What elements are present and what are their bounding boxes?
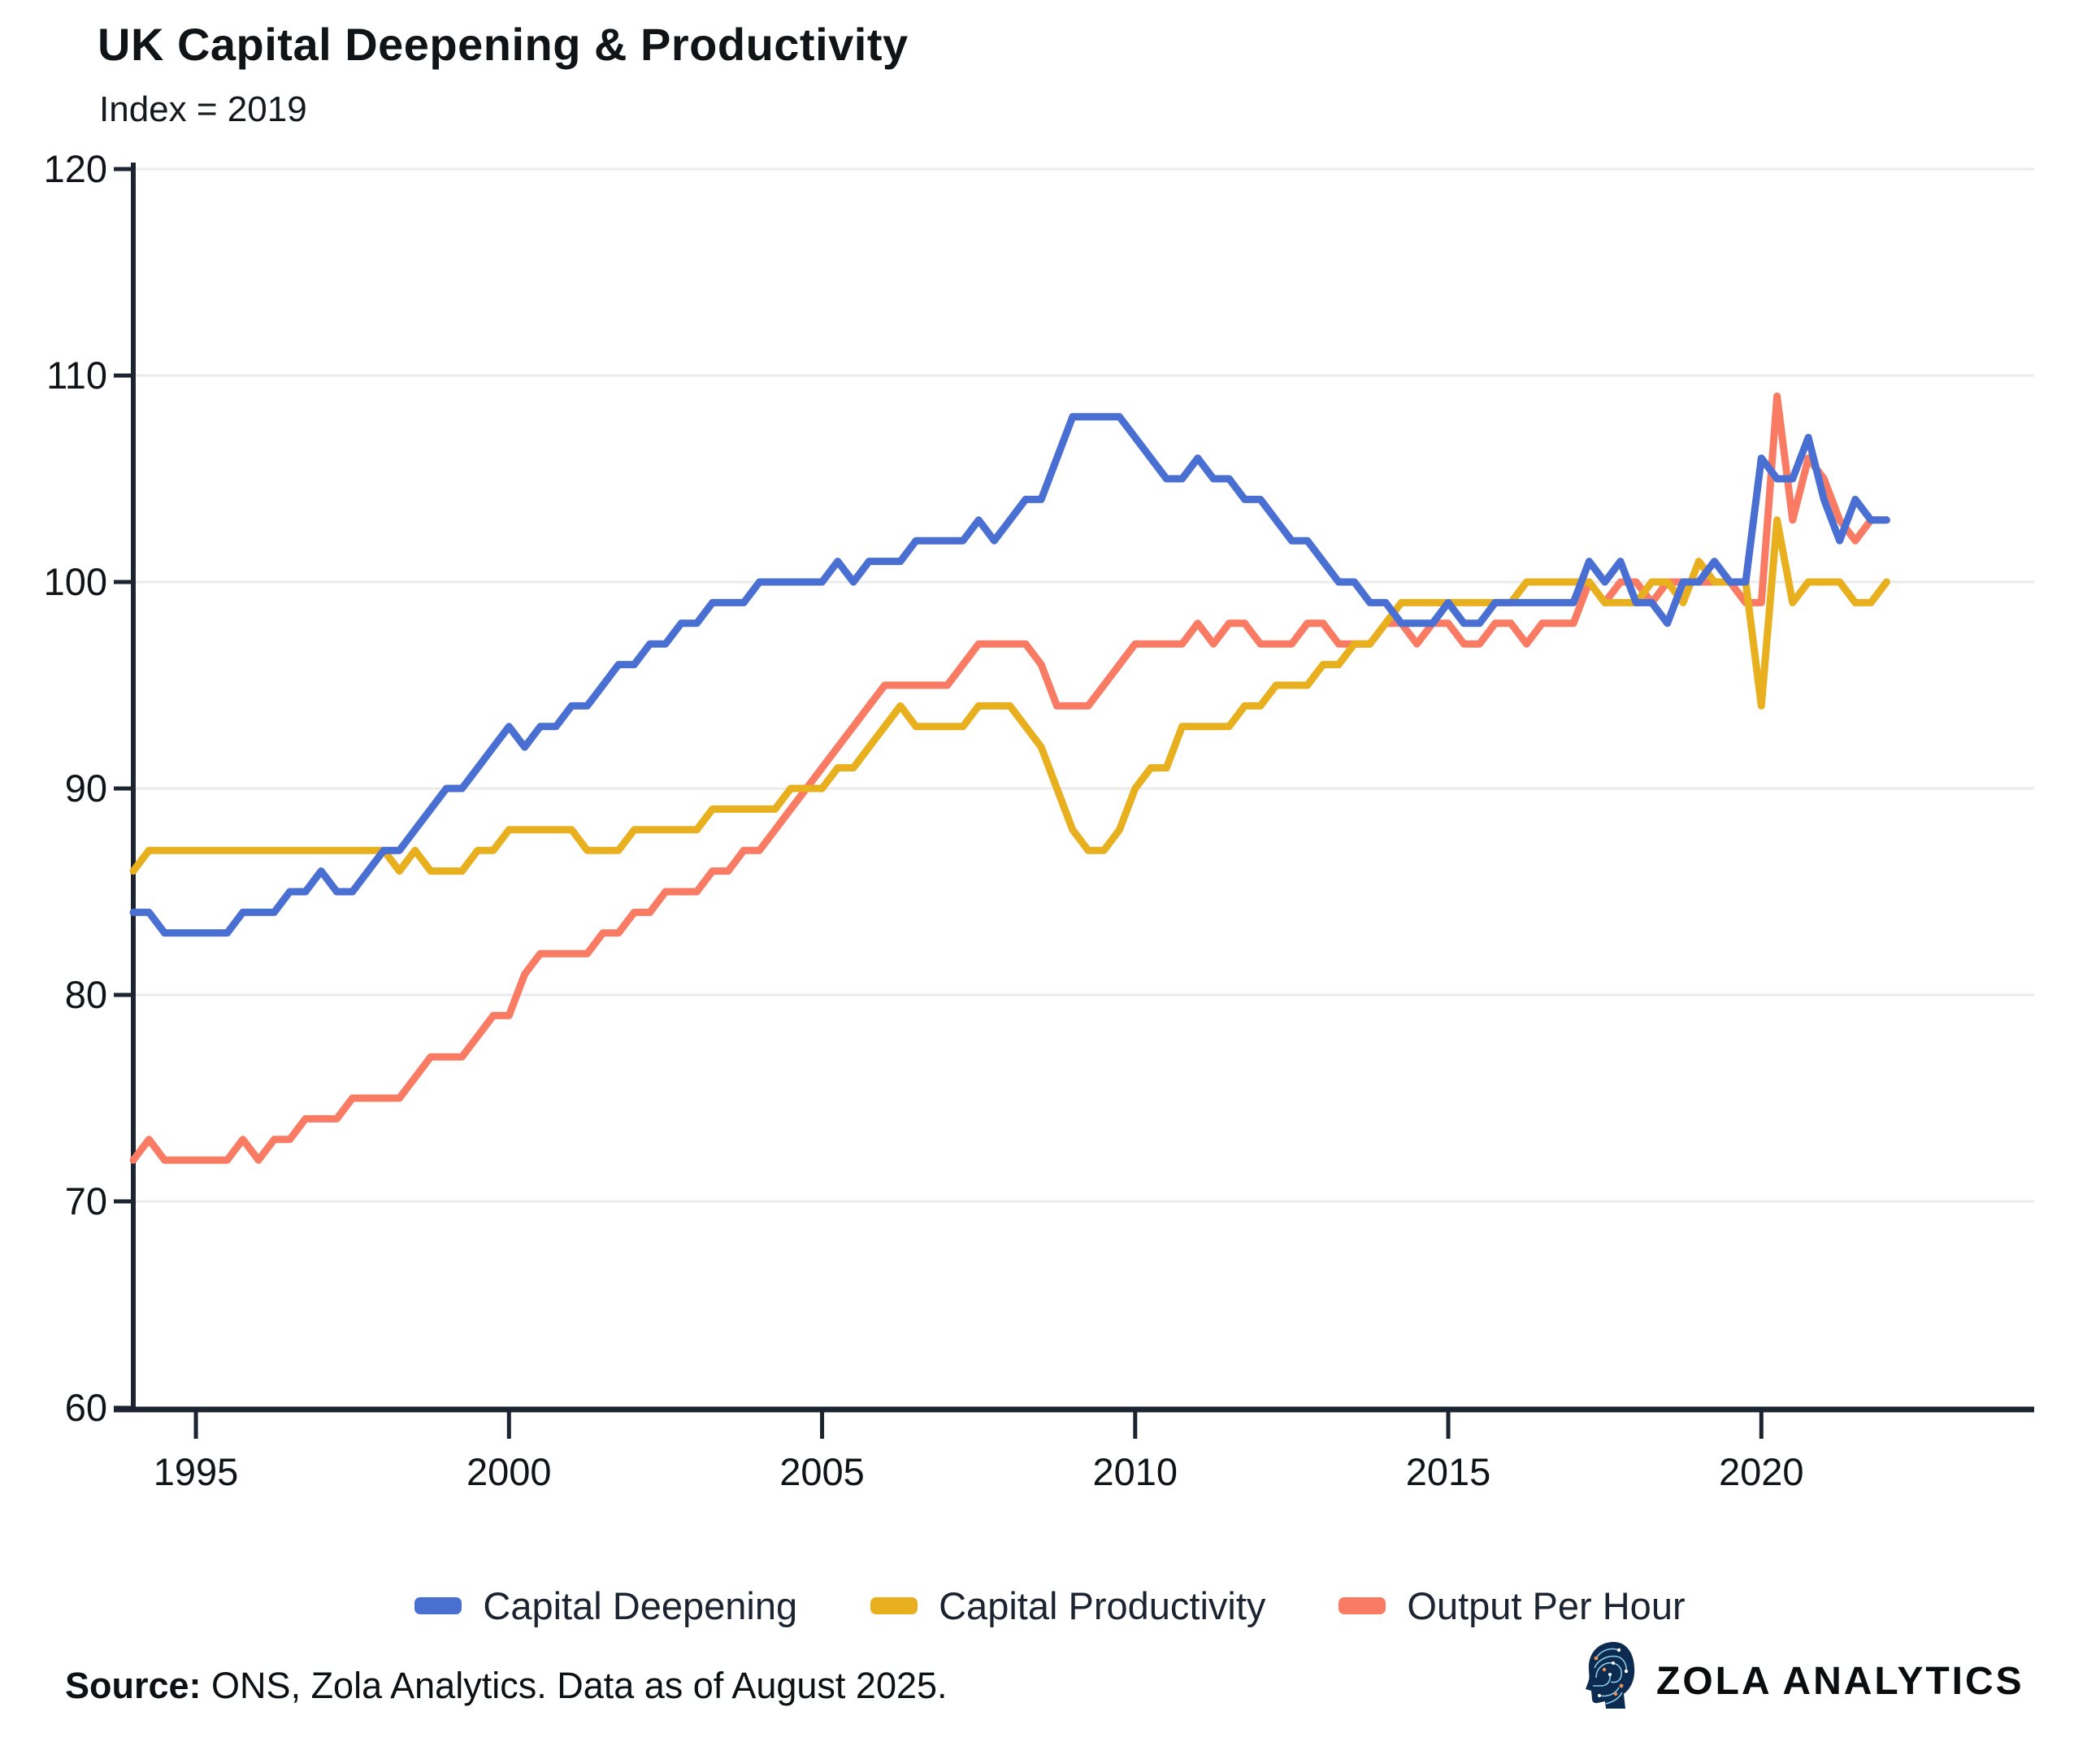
legend-swatch-capital-deepening xyxy=(414,1597,462,1614)
source-note: Source: ONS, Zola Analytics. Data as of … xyxy=(65,1665,948,1707)
y-tick-label-70: 70 xyxy=(65,1179,107,1223)
series-line-output-per-hour xyxy=(129,392,1890,1164)
brand: ZOLA ANALYTICS xyxy=(1585,1640,2024,1722)
brand-name: ZOLA ANALYTICS xyxy=(1656,1659,2024,1703)
legend-label-output-per-hour: Output Per Hour xyxy=(1407,1584,1686,1627)
legend-swatch-capital-productivity xyxy=(870,1597,918,1614)
x-tick-label-2000: 2000 xyxy=(466,1450,552,1493)
source-label: Source: xyxy=(65,1665,202,1706)
circuit-brain-head-icon xyxy=(1586,1641,1635,1709)
y-tick-label-120: 120 xyxy=(44,147,107,190)
legend-item-capital-productivity: Capital Productivity xyxy=(870,1583,1265,1628)
x-tick-label-2015: 2015 xyxy=(1406,1450,1491,1493)
series-line-capital-deepening xyxy=(129,413,1890,937)
y-tick-label-90: 90 xyxy=(65,767,107,810)
chart-subtitle: Index = 2019 xyxy=(99,89,307,129)
y-tick-label-110: 110 xyxy=(46,354,107,397)
chart-title: UK Capital Deepening & Productivity xyxy=(98,19,909,70)
legend-label-capital-deepening: Capital Deepening xyxy=(483,1584,798,1627)
x-tick-label-2005: 2005 xyxy=(779,1450,865,1493)
x-tick-label-1995: 1995 xyxy=(154,1450,239,1493)
legend-label-capital-productivity: Capital Productivity xyxy=(939,1584,1266,1627)
legend: Capital Deepening Capital Productivity Out… xyxy=(0,1583,2100,1628)
y-tick-label-100: 100 xyxy=(44,560,107,603)
source-text: ONS, Zola Analytics. Data as of August 2… xyxy=(201,1665,948,1706)
y-tick-label-60: 60 xyxy=(65,1386,107,1429)
x-tick-label-2010: 2010 xyxy=(1093,1450,1178,1493)
x-tick-label-2020: 2020 xyxy=(1719,1450,1804,1493)
y-tick-label-80: 80 xyxy=(65,973,107,1016)
series-line-capital-productivity xyxy=(129,516,1890,875)
legend-item-output-per-hour: Output Per Hour xyxy=(1339,1583,1686,1628)
legend-swatch-output-per-hour xyxy=(1339,1597,1386,1614)
legend-item-capital-deepening: Capital Deepening xyxy=(414,1583,797,1628)
